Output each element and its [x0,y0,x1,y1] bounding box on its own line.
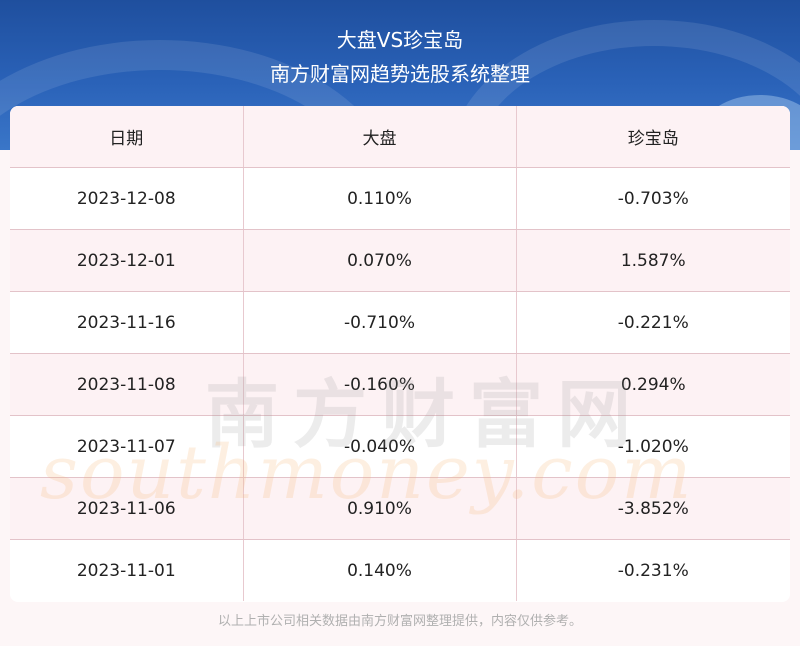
market-cell: -0.160% [243,353,517,416]
stock-cell: -0.703% [516,167,790,230]
date-cell: 2023-11-01 [10,539,244,601]
comparison-table: 日期 大盘 珍宝岛 2023-12-08 0.110% -0.703% 2023… [10,106,790,601]
date-cell: 2023-12-08 [10,167,244,230]
column-header-date: 日期 [10,106,244,168]
stock-cell: 0.294% [516,353,790,416]
market-cell: 0.910% [243,477,517,540]
market-cell: -0.040% [243,415,517,478]
table-row: 2023-11-08 -0.160% 0.294% [10,353,790,416]
table-row: 2023-12-08 0.110% -0.703% [10,167,790,230]
stock-cell: -1.020% [516,415,790,478]
date-cell: 2023-11-06 [10,477,244,540]
page-title: 大盘VS珍宝岛 [336,28,464,52]
table-row: 2023-11-16 -0.710% -0.221% [10,291,790,354]
column-header-market: 大盘 [243,106,517,168]
stock-cell: -0.231% [516,539,790,601]
table-header-row: 日期 大盘 珍宝岛 [10,106,790,168]
date-cell: 2023-11-08 [10,353,244,416]
stock-cell: 1.587% [516,229,790,292]
market-cell: 0.110% [243,167,517,230]
date-cell: 2023-11-07 [10,415,244,478]
footer-disclaimer: 以上上市公司相关数据由南方财富网整理提供，内容仅供参考。 [217,614,582,629]
page-subtitle: 南方财富网趋势选股系统整理 [270,62,530,86]
market-cell: 0.140% [243,539,517,601]
date-cell: 2023-11-16 [10,291,244,354]
table-row: 2023-11-06 0.910% -3.852% [10,477,790,540]
table-row: 2023-11-01 0.140% -0.231% [10,539,790,601]
stock-cell: -0.221% [516,291,790,354]
stock-cell: -3.852% [516,477,790,540]
market-cell: -0.710% [243,291,517,354]
date-cell: 2023-12-01 [10,229,244,292]
column-header-stock: 珍宝岛 [516,106,790,168]
market-cell: 0.070% [243,229,517,292]
table-row: 2023-11-07 -0.040% -1.020% [10,415,790,478]
data-table-card: 日期 大盘 珍宝岛 2023-12-08 0.110% -0.703% 2023… [10,106,790,602]
table-row: 2023-12-01 0.070% 1.587% [10,229,790,292]
